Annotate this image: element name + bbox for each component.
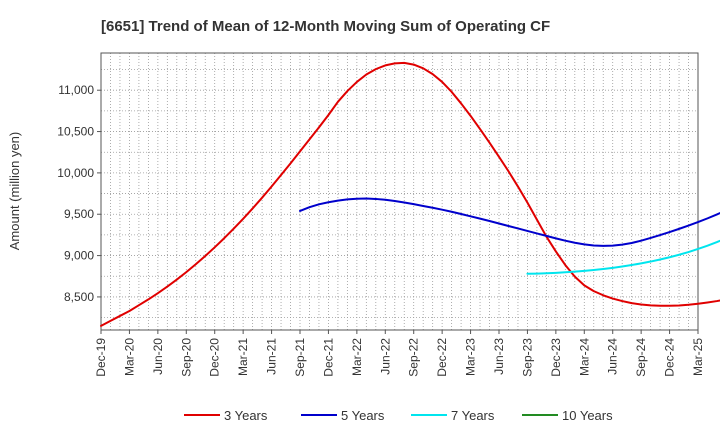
chart-title: [6651] Trend of Mean of 12-Month Moving … bbox=[101, 18, 550, 35]
y-tick-label: 8,500 bbox=[64, 290, 94, 304]
legend: 3 Years 5 Years 7 Years 10 Years bbox=[184, 408, 613, 423]
y-axis-label: Amount (million yen) bbox=[7, 132, 22, 251]
x-tick-label: Jun-20 bbox=[151, 338, 165, 375]
x-tick-label: Jun-21 bbox=[265, 338, 279, 375]
x-tick-label: Jun-23 bbox=[492, 338, 506, 375]
x-tick-label: Dec-22 bbox=[435, 338, 449, 377]
x-tick-label: Jun-22 bbox=[378, 338, 392, 375]
x-tick-label: Mar-22 bbox=[350, 338, 364, 376]
x-tick-label: Dec-24 bbox=[663, 338, 677, 377]
x-tick-label: Dec-19 bbox=[94, 338, 108, 377]
y-tick-label: 10,000 bbox=[57, 166, 94, 180]
series-line-7-years bbox=[526, 239, 720, 275]
x-tick-label: Sep-24 bbox=[634, 338, 648, 377]
legend-label-10-years: 10 Years bbox=[562, 408, 613, 423]
x-tick-label: Mar-24 bbox=[577, 338, 591, 376]
x-axis: Dec-19 Mar-20 Jun-20 Sep-20 Dec-20 Mar-21 Jun-… bbox=[94, 330, 705, 377]
legend-label-7-years: 7 Years bbox=[451, 408, 495, 423]
x-tick-label: Mar-20 bbox=[122, 338, 136, 376]
x-tick-label: Dec-23 bbox=[549, 338, 563, 377]
x-tick-label: Dec-20 bbox=[208, 338, 222, 377]
grid-layer bbox=[101, 53, 698, 330]
x-tick-label: Sep-23 bbox=[520, 338, 534, 377]
x-tick-label: Mar-21 bbox=[236, 338, 250, 376]
y-tick-label: 11,000 bbox=[58, 83, 94, 97]
x-tick-label: Sep-22 bbox=[407, 338, 421, 377]
legend-label-5-years: 5 Years bbox=[341, 408, 385, 423]
x-tick-label: Mar-25 bbox=[691, 338, 705, 376]
y-axis: 8,500 9,000 9,500 10,000 10,500 11,000 bbox=[57, 83, 101, 304]
y-tick-label: 9,000 bbox=[64, 249, 94, 263]
x-tick-label: Dec-21 bbox=[321, 338, 335, 377]
series-line-5-years bbox=[299, 197, 720, 247]
x-tick-label: Jun-24 bbox=[606, 338, 620, 375]
legend-label-3-years: 3 Years bbox=[224, 408, 268, 423]
y-tick-label: 9,500 bbox=[64, 207, 94, 221]
x-tick-label: Mar-23 bbox=[464, 338, 478, 376]
y-tick-label: 10,500 bbox=[57, 125, 94, 139]
series-line-3-years bbox=[100, 61, 720, 327]
series-layer bbox=[100, 61, 720, 327]
plot-frame bbox=[100, 52, 699, 331]
x-tick-label: Sep-21 bbox=[293, 338, 307, 377]
x-tick-label: Sep-20 bbox=[179, 338, 193, 377]
